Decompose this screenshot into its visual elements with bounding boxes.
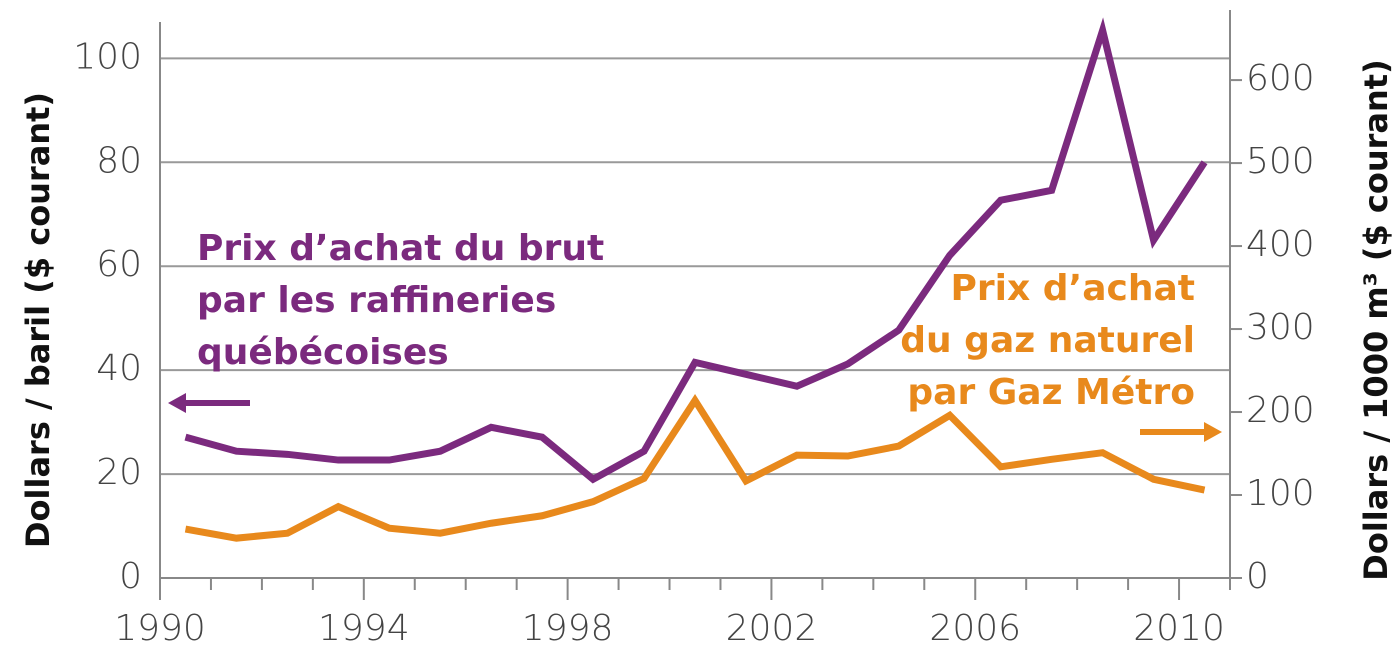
annotation: Prix d’achat du brut [197, 228, 604, 269]
y2-tick-label: 600 [1246, 58, 1315, 99]
annotation: du gaz naturel [900, 320, 1195, 361]
y-tick-label: 60 [96, 244, 142, 285]
series-line [184, 17, 1208, 484]
y-tick-label: 100 [73, 36, 142, 77]
y-tick-label: 20 [96, 452, 142, 493]
annotation: par Gaz Métro [907, 372, 1195, 413]
annotation: Prix d’achat [951, 268, 1195, 309]
y-tick-label: 40 [96, 348, 142, 389]
y2-tick-label: 500 [1246, 141, 1315, 182]
y2-tick-label: 200 [1246, 390, 1315, 431]
y2-tick-label: 100 [1246, 473, 1315, 514]
annotation: québécoises [197, 332, 449, 373]
y-tick-label: 80 [96, 140, 142, 181]
y2-axis-label: Dollars / 1000 m³ ($ courant) [1357, 59, 1395, 580]
x-tick-label: 2006 [929, 608, 1021, 649]
x-tick-label: 2010 [1133, 608, 1225, 649]
y-axis-label: Dollars / baril ($ courant) [19, 92, 57, 548]
x-tick-label: 2002 [726, 608, 818, 649]
y2-tick-label: 400 [1246, 224, 1315, 265]
left-arrow-head [168, 393, 186, 413]
y2-tick-label: 0 [1246, 556, 1269, 597]
y2-tick-label: 300 [1246, 307, 1315, 348]
x-tick-label: 1994 [318, 608, 410, 649]
right-arrow-head [1204, 422, 1222, 442]
x-tick-label: 1998 [522, 608, 614, 649]
annotation: par les raffineries [197, 280, 556, 321]
x-tick-label: 1990 [114, 608, 206, 649]
y-tick-label: 0 [119, 556, 142, 597]
series-line [184, 393, 1206, 542]
